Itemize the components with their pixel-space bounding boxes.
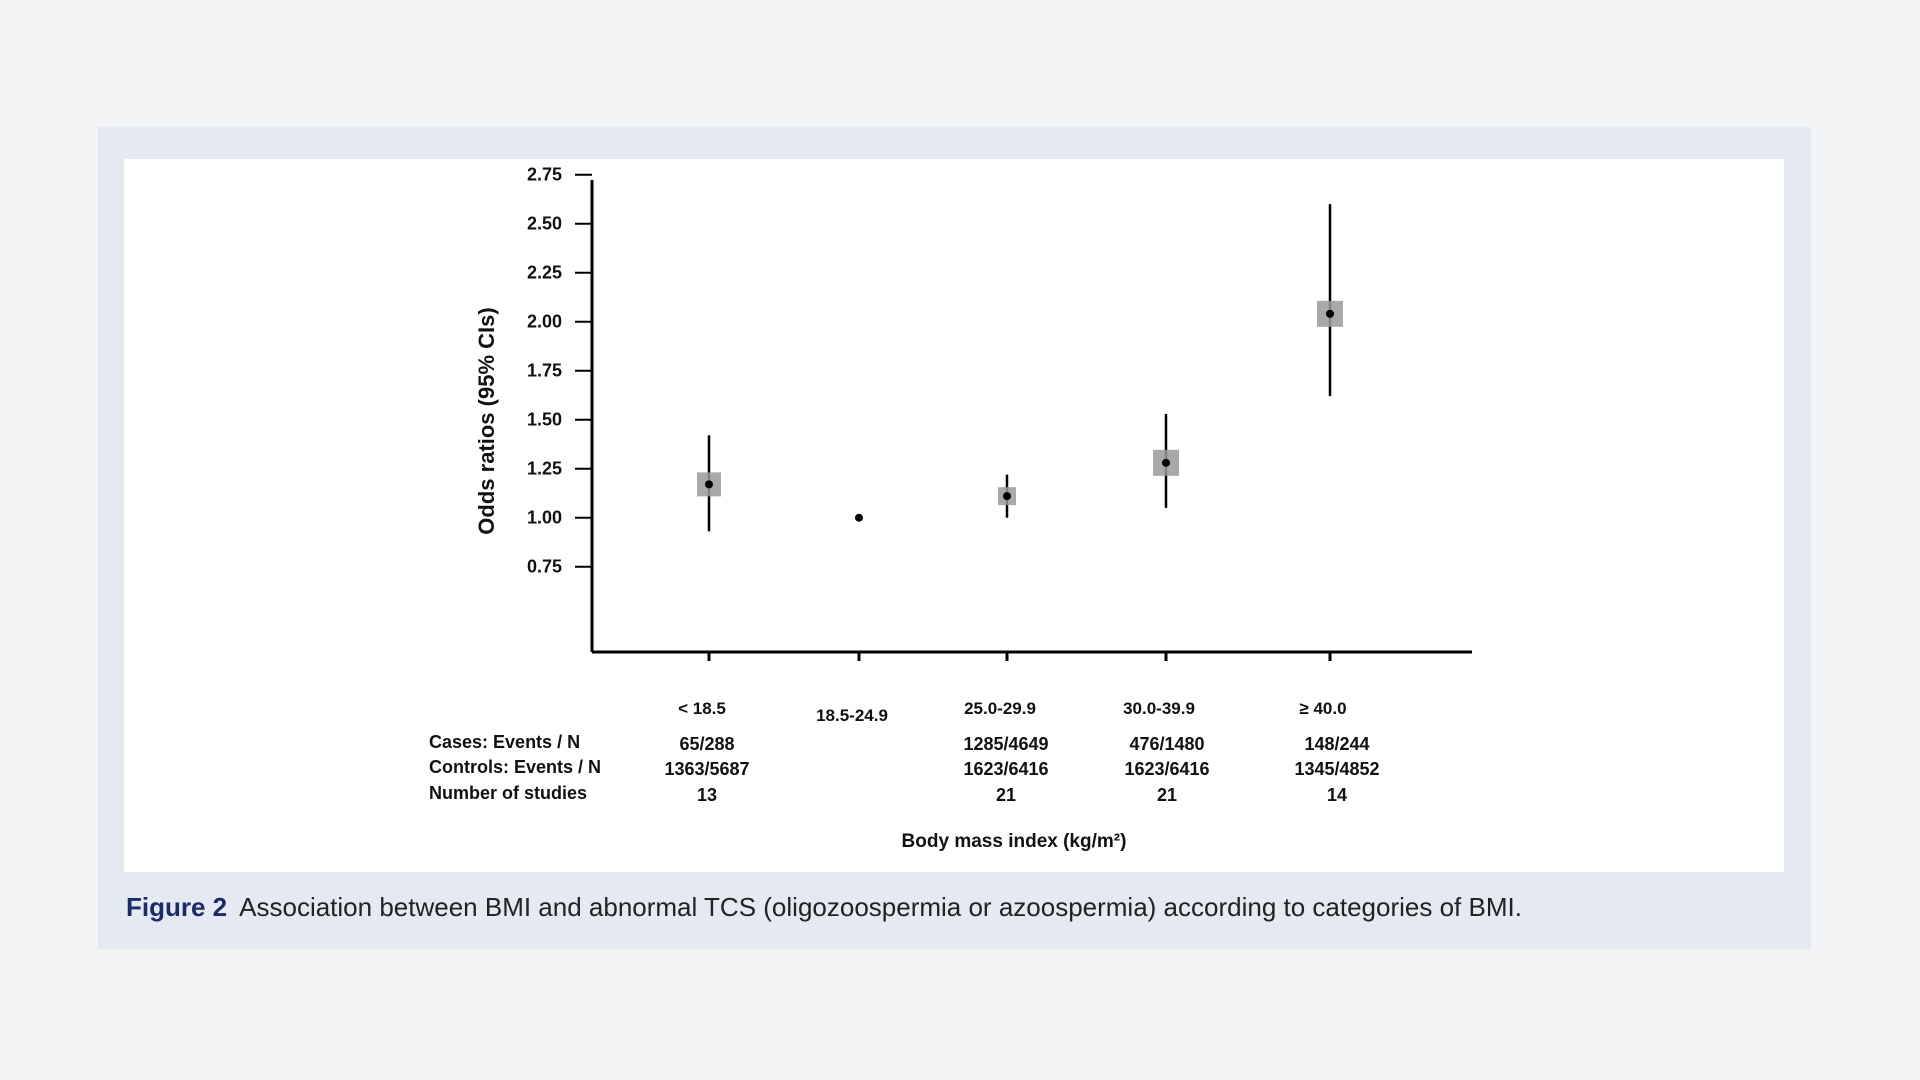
table-cell: 1623/6416 — [963, 759, 1048, 779]
table-cell: 13 — [697, 785, 717, 805]
y-tick-label: 1.25 — [527, 459, 562, 479]
table-cell: 1363/5687 — [664, 759, 749, 779]
x-category-label: ≥ 40.0 — [1299, 699, 1346, 718]
table-cell: 148/244 — [1304, 734, 1369, 754]
figure-panel: 0.75 1.00 1.25 1.50 1.75 2.00 2.25 2.50 2.75 Odds… — [98, 127, 1811, 949]
odds-ratio-point — [705, 480, 713, 489]
x-category-label: 30.0-39.9 — [1123, 699, 1195, 718]
table-cell: 65/288 — [679, 734, 734, 754]
y-tick-label: 1.50 — [527, 410, 562, 430]
table-cell: 1285/4649 — [963, 734, 1048, 754]
y-tick-label: 1.75 — [527, 361, 562, 381]
y-tick-label: 0.75 — [527, 557, 562, 577]
x-axis-label: Body mass index (kg/m²) — [902, 831, 1127, 852]
table-row-label: Controls: Events / N — [429, 757, 601, 777]
odds-ratio-point — [1162, 458, 1170, 467]
figure-label: Figure 2 — [126, 892, 228, 922]
table-cell: 1345/4852 — [1294, 759, 1379, 779]
table-row-label: Number of studies — [429, 783, 587, 803]
table-cell: 1623/6416 — [1124, 759, 1209, 779]
y-tick-label: 2.50 — [527, 214, 562, 234]
caption-text: Association between BMI and abnormal TCS… — [239, 892, 1522, 922]
table-row-label: Cases: Events / N — [429, 732, 580, 752]
x-category-label: 18.5-24.9 — [816, 706, 888, 725]
figure-caption: Figure 2 Association between BMI and abno… — [126, 892, 1786, 923]
y-axis-label: Odds ratios (95% CIs) — [474, 307, 499, 534]
x-category-label: < 18.5 — [678, 699, 726, 718]
table-cell: 14 — [1327, 785, 1347, 805]
odds-ratio-chart: 0.75 1.00 1.25 1.50 1.75 2.00 2.25 2.50 2.75 Odds… — [429, 165, 1472, 852]
y-tick-label: 2.00 — [527, 312, 562, 332]
odds-ratio-point — [1003, 492, 1011, 501]
y-tick-label: 1.00 — [527, 508, 562, 528]
y-tick-label: 2.75 — [527, 165, 562, 185]
odds-ratio-point — [1326, 309, 1334, 318]
table-cell: 21 — [1157, 785, 1177, 805]
odds-ratio-point — [855, 513, 863, 522]
table-cell: 476/1480 — [1129, 734, 1204, 754]
y-tick-label: 2.25 — [527, 263, 562, 283]
table-cell: 21 — [996, 785, 1016, 805]
x-category-label: 25.0-29.9 — [964, 699, 1036, 718]
chart-area: 0.75 1.00 1.25 1.50 1.75 2.00 2.25 2.50 2.75 Odds… — [124, 159, 1784, 872]
